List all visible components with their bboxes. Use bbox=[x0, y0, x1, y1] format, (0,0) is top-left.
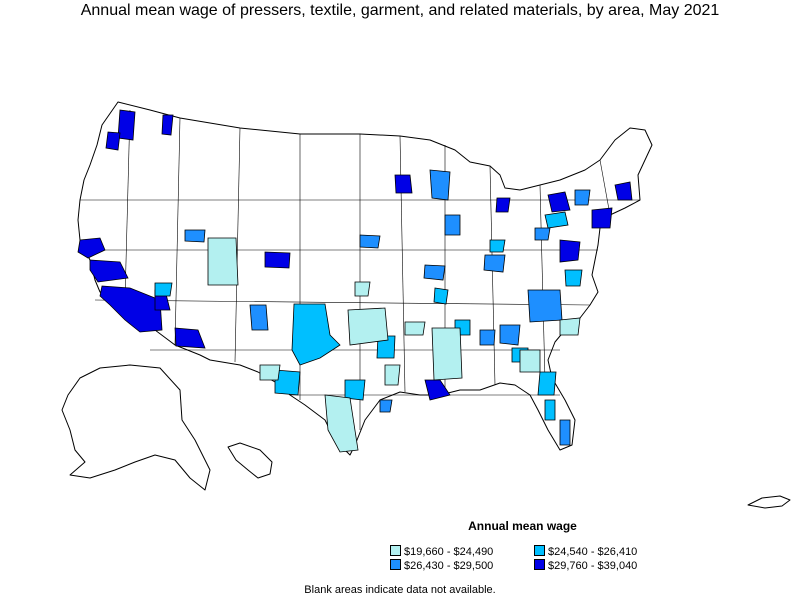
legend-label: $19,660 - $24,490 bbox=[404, 546, 494, 558]
legend-label: $29,760 - $39,040 bbox=[548, 560, 638, 572]
hawaii-outline bbox=[227, 442, 273, 479]
legend-label: $26,430 - $29,500 bbox=[404, 560, 494, 572]
legend-item-range-1: $19,660 - $24,490 bbox=[390, 545, 493, 559]
range-2-areas bbox=[154, 211, 583, 421]
legend-item-range-4: $29,760 - $39,040 bbox=[534, 559, 637, 573]
legend-title: Annual mean wage bbox=[468, 519, 577, 533]
puerto-rico-outline bbox=[747, 495, 791, 509]
range-1-areas bbox=[207, 237, 581, 453]
legend-swatch bbox=[534, 559, 545, 570]
legend-swatch bbox=[534, 545, 545, 556]
legend-swatch bbox=[390, 559, 401, 570]
legend-swatch bbox=[390, 545, 401, 556]
alaska-outline bbox=[61, 364, 211, 491]
legend-item-range-3: $26,430 - $29,500 bbox=[390, 559, 493, 573]
legend-item-range-2: $24,540 - $26,410 bbox=[534, 545, 637, 559]
data-availability-note: Blank areas indicate data not available. bbox=[304, 584, 496, 596]
contiguous-us-outline bbox=[77, 101, 653, 456]
legend-label: $24,540 - $26,410 bbox=[548, 546, 638, 558]
map-title: Annual mean wage of pressers, textile, g… bbox=[80, 2, 720, 19]
range-4-areas bbox=[77, 109, 633, 401]
